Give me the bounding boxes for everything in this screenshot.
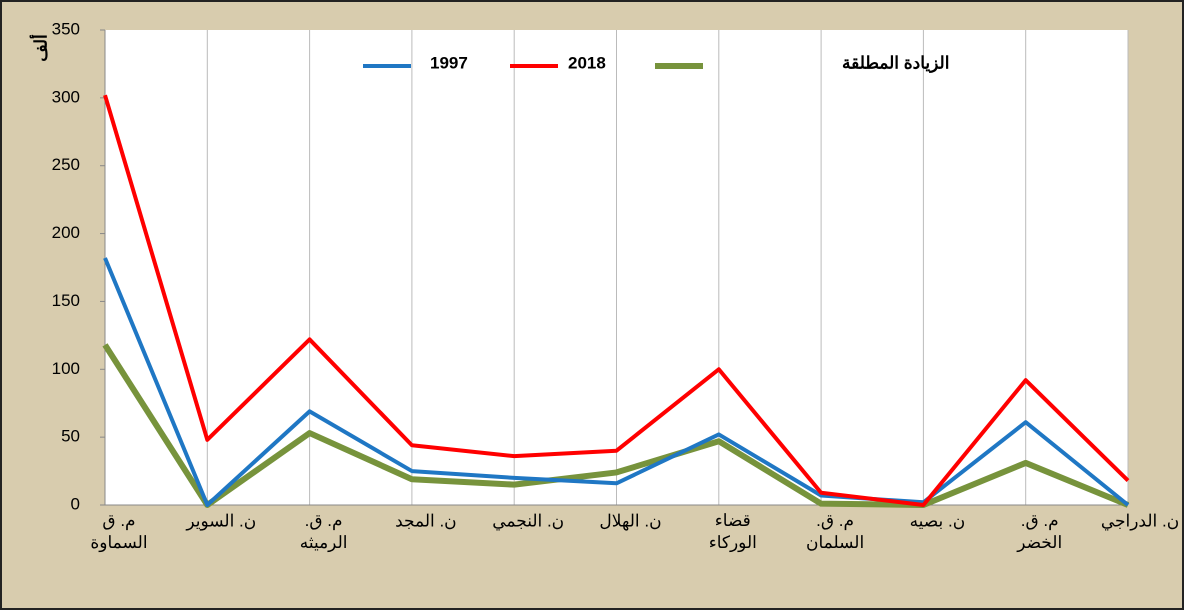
y-tick-label: 250 — [52, 155, 80, 174]
x-tick-label: ن. بصيه — [910, 511, 966, 530]
series-line — [102, 343, 1130, 508]
legend-label: 2018 — [568, 53, 606, 72]
x-tick-label: م. ق. السلمان — [806, 511, 864, 552]
series-line — [103, 94, 1130, 507]
x-tick-label: ن. النجمي — [492, 511, 564, 530]
legend-label: 1997 — [430, 53, 468, 72]
x-tick-label: ن. السوير — [185, 511, 256, 531]
x-tick-label: م. ق السماوة — [90, 511, 147, 553]
x-tick-label: م. ق. الخضر — [1016, 511, 1062, 553]
x-tick-label: ن. الدراجي — [1101, 511, 1179, 531]
y-axis-label: ألف — [28, 34, 50, 62]
y-tick-label: 100 — [52, 359, 80, 378]
y-tick-label: 350 — [52, 19, 80, 38]
x-tick-label: ن. الهلال — [599, 511, 661, 531]
y-tick-label: 300 — [52, 87, 80, 106]
y-tick-label: 0 — [71, 494, 80, 513]
y-tick-label: 200 — [52, 223, 80, 242]
x-tick-label: قضاء الوركاء — [709, 511, 757, 553]
y-tick-label: 150 — [52, 291, 80, 310]
x-tick-label: ن. المجد — [395, 511, 457, 530]
legend-label: الزيادة المطلقة — [842, 53, 949, 73]
x-tick-label: م. ق. الرميثه — [300, 511, 348, 553]
series-line — [103, 257, 1130, 507]
y-tick-label: 50 — [61, 427, 80, 446]
